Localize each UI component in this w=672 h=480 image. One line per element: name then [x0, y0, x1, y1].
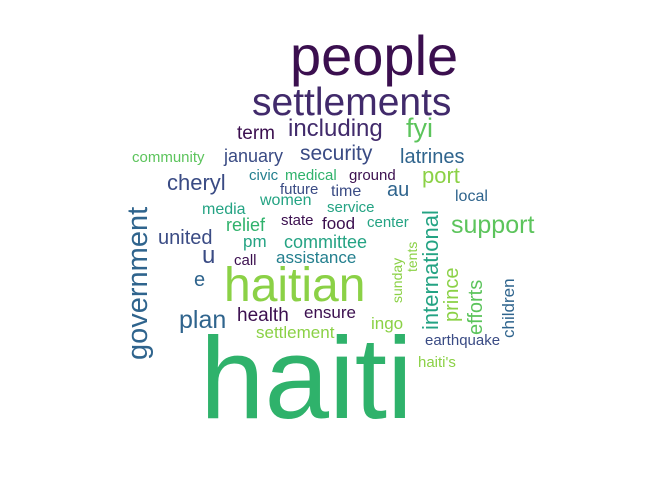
word-people: people [290, 24, 459, 87]
word-port: port [422, 163, 460, 188]
word-u: u [202, 242, 216, 269]
word-security: security [300, 142, 373, 165]
word-settlement: settlement [256, 323, 335, 342]
word-ingo: ingo [371, 314, 404, 333]
word-term: term [237, 123, 275, 144]
word-medical: medical [285, 167, 337, 184]
word-women: women [260, 192, 312, 209]
word-cheryl: cheryl [167, 170, 226, 195]
word-service: service [327, 199, 375, 216]
word-ensure: ensure [304, 303, 356, 322]
word-latrines: latrines [400, 146, 465, 168]
word-future: future [280, 181, 319, 198]
word-tents: tents [404, 241, 420, 272]
word-including: including [288, 115, 383, 142]
word-haiti: haiti [200, 313, 413, 443]
word-efforts: efforts [465, 279, 487, 335]
word-settlements: settlements [252, 81, 452, 124]
word-earthquake: earthquake [425, 332, 501, 349]
word-united: united [158, 227, 213, 249]
word-relief: relief [226, 215, 266, 235]
word-health: health [237, 305, 289, 326]
word-haitian: haitian [224, 259, 366, 312]
word-civic: civic [249, 167, 279, 184]
word-support: support [451, 211, 535, 239]
word-haitis: haiti's [418, 354, 456, 371]
word-food: food [322, 214, 356, 233]
word-assistance: assistance [276, 248, 357, 267]
word-plan: plan [179, 306, 227, 334]
word-international: international [418, 210, 443, 330]
word-local: local [455, 188, 488, 205]
word-committee: committee [284, 232, 368, 252]
word-government: government [122, 206, 154, 360]
word-fyi: fyi [406, 113, 433, 143]
word-time: time [331, 183, 362, 200]
word-community: community [132, 149, 205, 166]
word-e: e [194, 269, 206, 291]
word-prince: prince [441, 267, 463, 322]
word-center: center [367, 214, 409, 231]
word-call: call [234, 252, 257, 269]
word-state: state [281, 212, 314, 229]
word-january: january [224, 146, 284, 166]
word-sunday: sunday [389, 257, 405, 303]
word-media: media [202, 201, 246, 218]
word-ground: ground [349, 167, 396, 184]
word-children: children [499, 278, 518, 338]
word-au: au [387, 179, 410, 201]
word-pm: pm [243, 232, 267, 251]
